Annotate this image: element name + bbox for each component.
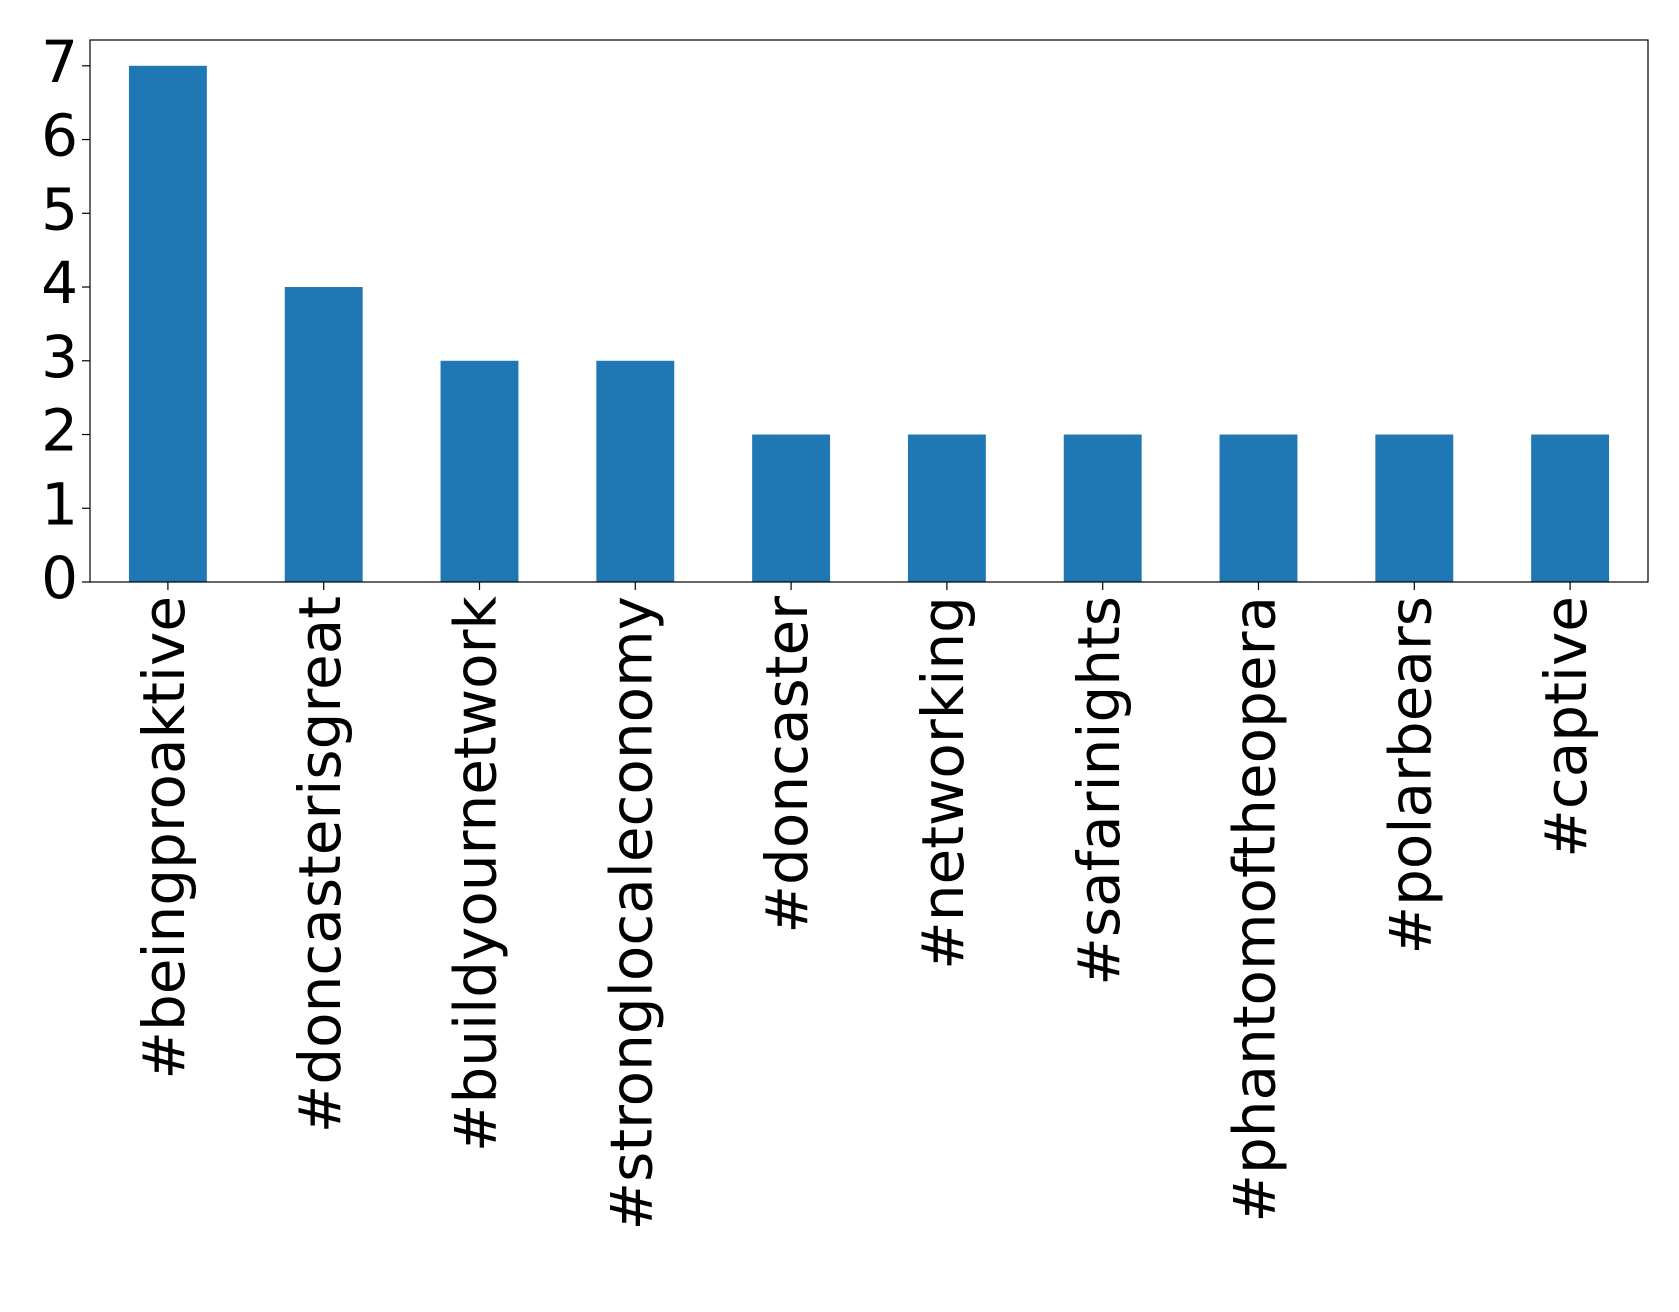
y-tick-label: 5 — [41, 175, 78, 243]
bar — [1375, 434, 1454, 582]
x-tick-label: #doncaster — [753, 596, 821, 934]
y-tick-label: 0 — [41, 544, 78, 612]
bar — [128, 65, 207, 583]
x-tick-label: #phantomoftheopera — [1221, 596, 1289, 1223]
x-tick-label: #safarinights — [1065, 596, 1133, 986]
x-tick-label: #doncasterisgreat — [286, 596, 354, 1133]
bar — [440, 360, 519, 582]
y-tick-label: 7 — [41, 28, 78, 96]
x-tick-label: #beingproaktive — [130, 596, 198, 1080]
x-tick-label: #networking — [909, 596, 977, 970]
bar — [1219, 434, 1298, 582]
y-tick-label: 4 — [41, 249, 78, 317]
y-tick-label: 1 — [41, 470, 78, 538]
y-tick-label: 2 — [41, 397, 78, 465]
y-tick-label: 6 — [41, 102, 78, 170]
bar — [1063, 434, 1142, 582]
plot-frame — [89, 39, 1649, 583]
x-tick-label: #buildyournetwork — [442, 596, 510, 1153]
bar — [752, 434, 831, 582]
x-tick-label: #captive — [1532, 596, 1600, 858]
bar — [596, 360, 675, 582]
x-tick-label: #polarbears — [1376, 596, 1444, 955]
y-tick-label: 3 — [41, 323, 78, 391]
bar — [907, 434, 986, 582]
x-tick-label: #stronglocaleconomy — [597, 596, 665, 1230]
bar — [284, 287, 363, 582]
bar — [1531, 434, 1610, 582]
